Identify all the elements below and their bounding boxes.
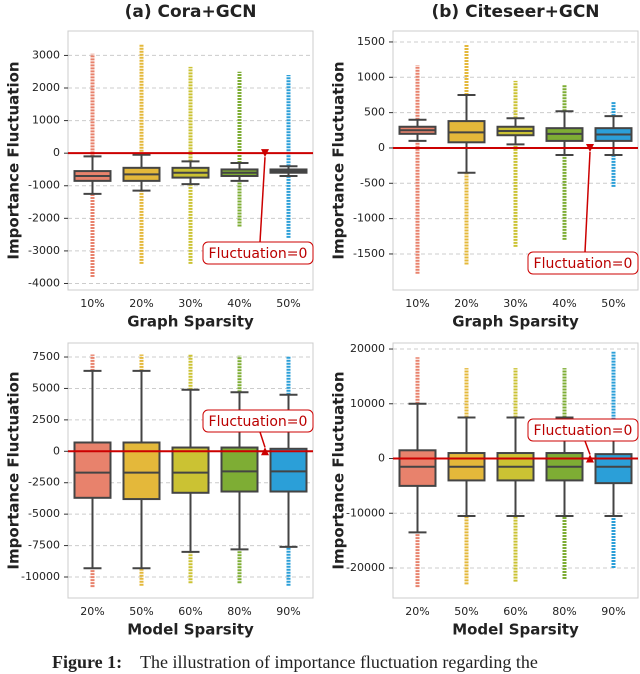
caption-label: Figure 1:	[52, 652, 122, 672]
x-tick-label: 10%	[80, 297, 104, 310]
x-axis-label: Graph Sparsity	[127, 313, 254, 331]
plot-frame	[392, 342, 639, 599]
arrow-head	[586, 143, 594, 152]
chart-title: (b) Citeseer+GCN	[431, 2, 599, 22]
y-tick-label: -3000	[28, 244, 60, 257]
x-tick-label: 20%	[454, 297, 478, 310]
x-tick-label: 80%	[552, 605, 576, 618]
y-tick-label: 0	[378, 452, 385, 465]
y-tick-label: -7500	[28, 539, 60, 552]
y-tick-label: 1000	[357, 70, 385, 83]
y-tick-label: -10000	[21, 570, 60, 583]
plot-frame	[392, 30, 639, 291]
x-tick-label: 30%	[178, 297, 202, 310]
annotation-box	[202, 409, 314, 433]
y-tick-label: -1500	[353, 247, 385, 260]
y-tick-label: -20000	[346, 561, 385, 574]
y-tick-label: -1000	[353, 212, 385, 225]
y-tick-label: 10000	[350, 397, 385, 410]
annotation-arrow	[584, 151, 591, 253]
x-tick-label: 50%	[129, 605, 153, 618]
x-tick-label: 60%	[503, 605, 527, 618]
y-axis-label: Importance Fluctuation	[5, 371, 23, 569]
x-tick-label: 40%	[552, 297, 576, 310]
annotation-box	[527, 418, 639, 442]
y-tick-label: -5000	[28, 507, 60, 520]
y-tick-label: 1000	[32, 114, 60, 127]
y-tick-label: -2500	[28, 476, 60, 489]
x-tick-label: 30%	[503, 297, 527, 310]
annotation-box	[527, 251, 639, 275]
plot-frame	[67, 342, 314, 599]
y-tick-label: -10000	[346, 506, 385, 519]
y-tick-label: 5000	[32, 381, 60, 394]
x-tick-label: 20%	[405, 605, 429, 618]
annotation: Fluctuation=0	[534, 256, 633, 272]
x-tick-label: 90%	[276, 605, 300, 618]
y-tick-label: 1500	[357, 35, 385, 48]
y-tick-label: -2000	[28, 211, 60, 224]
x-tick-label: 20%	[129, 297, 153, 310]
y-axis-label: Importance Fluctuation	[330, 61, 348, 259]
y-tick-label: 20000	[350, 342, 385, 355]
x-tick-label: 60%	[178, 605, 202, 618]
y-tick-label: 0	[53, 444, 60, 457]
x-tick-label: 90%	[601, 605, 625, 618]
y-tick-label: -500	[360, 176, 385, 189]
y-axis-label: Importance Fluctuation	[5, 61, 23, 259]
box	[171, 446, 210, 494]
x-axis-label: Model Sparsity	[452, 621, 579, 639]
y-tick-label: 500	[364, 106, 385, 119]
x-axis-label: Model Sparsity	[127, 621, 254, 639]
arrow-head	[261, 447, 269, 456]
box	[269, 447, 308, 493]
y-tick-label: 7500	[32, 350, 60, 363]
annotation-arrow	[584, 440, 591, 455]
y-tick-label: -1000	[28, 179, 60, 192]
annotation-arrow	[259, 431, 266, 448]
x-tick-label: 20%	[80, 605, 104, 618]
y-tick-label: 0	[378, 141, 385, 154]
x-tick-label: 80%	[227, 605, 251, 618]
x-tick-label: 50%	[601, 297, 625, 310]
arrow-head	[586, 454, 594, 463]
box	[398, 449, 437, 487]
x-tick-label: 10%	[405, 297, 429, 310]
y-axis-label: Importance Fluctuation	[330, 371, 348, 569]
x-tick-label: 50%	[276, 297, 300, 310]
y-tick-label: 2000	[32, 81, 60, 94]
y-tick-label: 0	[53, 146, 60, 159]
chart-title: (a) Cora+GCN	[125, 2, 257, 22]
x-axis-label: Graph Sparsity	[452, 313, 579, 331]
y-tick-label: 3000	[32, 48, 60, 61]
annotation: Fluctuation=0	[534, 423, 633, 439]
y-tick-label: -4000	[28, 276, 60, 289]
arrow-head	[261, 149, 269, 158]
annotation-box	[202, 241, 314, 265]
y-tick-label: 2500	[32, 413, 60, 426]
box	[220, 446, 259, 493]
caption-text: The illustration of importance fluctuati…	[140, 652, 538, 672]
plot-frame	[67, 30, 314, 291]
x-tick-label: 40%	[227, 297, 251, 310]
annotation: Fluctuation=0	[209, 246, 308, 262]
x-tick-label: 50%	[454, 605, 478, 618]
annotation-arrow	[259, 157, 266, 243]
annotation: Fluctuation=0	[209, 414, 308, 430]
